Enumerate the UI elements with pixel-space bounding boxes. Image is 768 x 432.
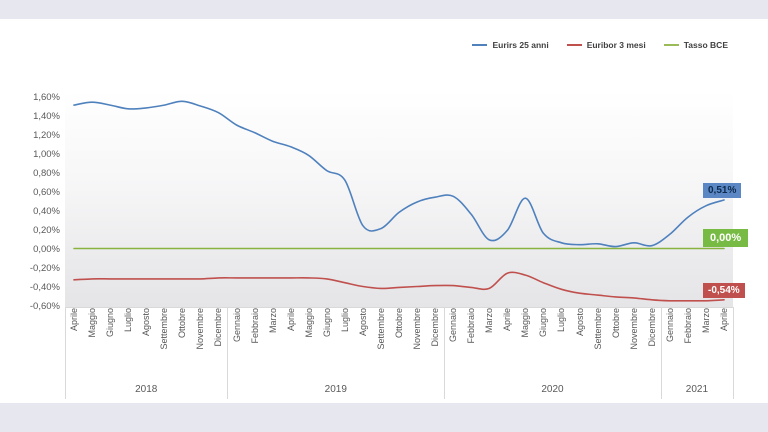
y-axis-tick-label: 0,60%	[33, 186, 60, 198]
month-label: Dicembre	[213, 308, 224, 347]
chart-legend: Eurirs 25 anni Euribor 3 mesi Tasso BCE	[472, 40, 728, 50]
y-axis-tick-label: -0,20%	[29, 262, 60, 274]
year-label: 2021	[685, 384, 709, 395]
month-label: Luglio	[339, 308, 350, 333]
month-label: Giugno	[538, 308, 549, 338]
month-label: Maggio	[303, 308, 314, 338]
y-axis-tick-label: 1,00%	[33, 148, 60, 160]
month-label: Ottobre	[394, 308, 404, 339]
legend-dash-icon	[566, 44, 582, 46]
month-label: Ottobre	[177, 308, 188, 339]
y-axis-tick-label: -0,40%	[29, 281, 60, 293]
month-label: Novembre	[195, 308, 206, 350]
month-label: Luglio	[556, 308, 567, 333]
legend-item-2: Euribor 3 mesi	[566, 40, 646, 50]
y-axis-tick-label: -0,60%	[29, 300, 60, 312]
month-label: Maggio	[87, 308, 98, 338]
year-label: 2020	[541, 384, 564, 395]
year-separator	[660, 307, 662, 399]
month-label: Aprile	[69, 308, 80, 332]
y-axis-tick-label: 1,40%	[33, 110, 60, 122]
y-axis-tick-label: 0,00%	[33, 243, 60, 255]
top-margin-band	[0, 0, 768, 19]
series-line-eurirs-25-anni	[73, 100, 725, 248]
month-label: Marzo	[267, 308, 278, 334]
y-axis-tick-label: 0,20%	[33, 224, 60, 236]
month-label: Settembre	[375, 308, 386, 350]
month-label: Dicembre	[646, 308, 657, 347]
month-label: Gennaio	[231, 308, 242, 343]
year-separator	[733, 307, 734, 399]
month-label: Gennaio	[448, 308, 459, 343]
month-label: Ottobre	[610, 308, 621, 339]
plot-area	[65, 90, 733, 308]
month-label: Giugno	[105, 308, 116, 338]
series-lines-canvas	[73, 100, 725, 302]
year-label: 2018	[135, 384, 158, 395]
month-label: Agosto	[141, 308, 152, 337]
legend-label: Tasso BCE	[683, 40, 728, 50]
month-label: Febbraio	[682, 308, 693, 344]
y-axis-tick-label: 0,80%	[33, 167, 60, 179]
bottom-margin-band	[0, 403, 768, 432]
rates-line-chart: Eurirs 25 anni Euribor 3 mesi Tasso BCE 1,…	[0, 19, 768, 403]
month-label: Agosto	[357, 308, 368, 337]
month-label: Marzo	[700, 308, 711, 334]
month-label: Febbraio	[249, 308, 260, 344]
y-axis-tick-label: 0,40%	[33, 205, 60, 217]
series-line-euribor-3-mesi	[73, 271, 725, 302]
month-label: Aprile	[718, 308, 729, 332]
month-label: Novembre	[412, 308, 423, 350]
month-label: Settembre	[159, 308, 170, 350]
year-label: 2019	[324, 384, 347, 395]
month-label: Agosto	[574, 308, 585, 337]
month-label: Dicembre	[430, 308, 441, 347]
year-separator	[227, 307, 229, 399]
end-label-2: 0,00%	[703, 228, 749, 247]
legend-dash-icon	[472, 44, 488, 46]
legend-label: Euribor 3 mesi	[586, 40, 646, 50]
month-label: Novembre	[628, 308, 639, 350]
legend-item-1: Eurirs 25 anni	[472, 40, 549, 50]
legend-label: Eurirs 25 anni	[492, 40, 549, 50]
end-label-1: 0,51%	[703, 183, 742, 199]
month-label: Maggio	[520, 308, 531, 338]
month-label: Aprile	[502, 308, 513, 332]
month-label: Gennaio	[664, 308, 675, 343]
year-separator	[444, 307, 446, 399]
y-axis-tick-label: 1,20%	[33, 129, 60, 141]
month-label: Luglio	[123, 308, 134, 333]
y-axis-tick-label: 1,60%	[33, 91, 60, 103]
month-label: Aprile	[285, 308, 296, 332]
year-separator	[65, 307, 66, 399]
month-label: Febbraio	[466, 308, 477, 344]
month-label: Marzo	[484, 308, 495, 334]
month-label: Settembre	[592, 308, 603, 350]
month-label: Giugno	[321, 308, 332, 338]
end-label-3: -0,54%	[703, 282, 745, 298]
legend-dash-icon	[663, 44, 679, 46]
legend-item-3: Tasso BCE	[663, 40, 728, 50]
